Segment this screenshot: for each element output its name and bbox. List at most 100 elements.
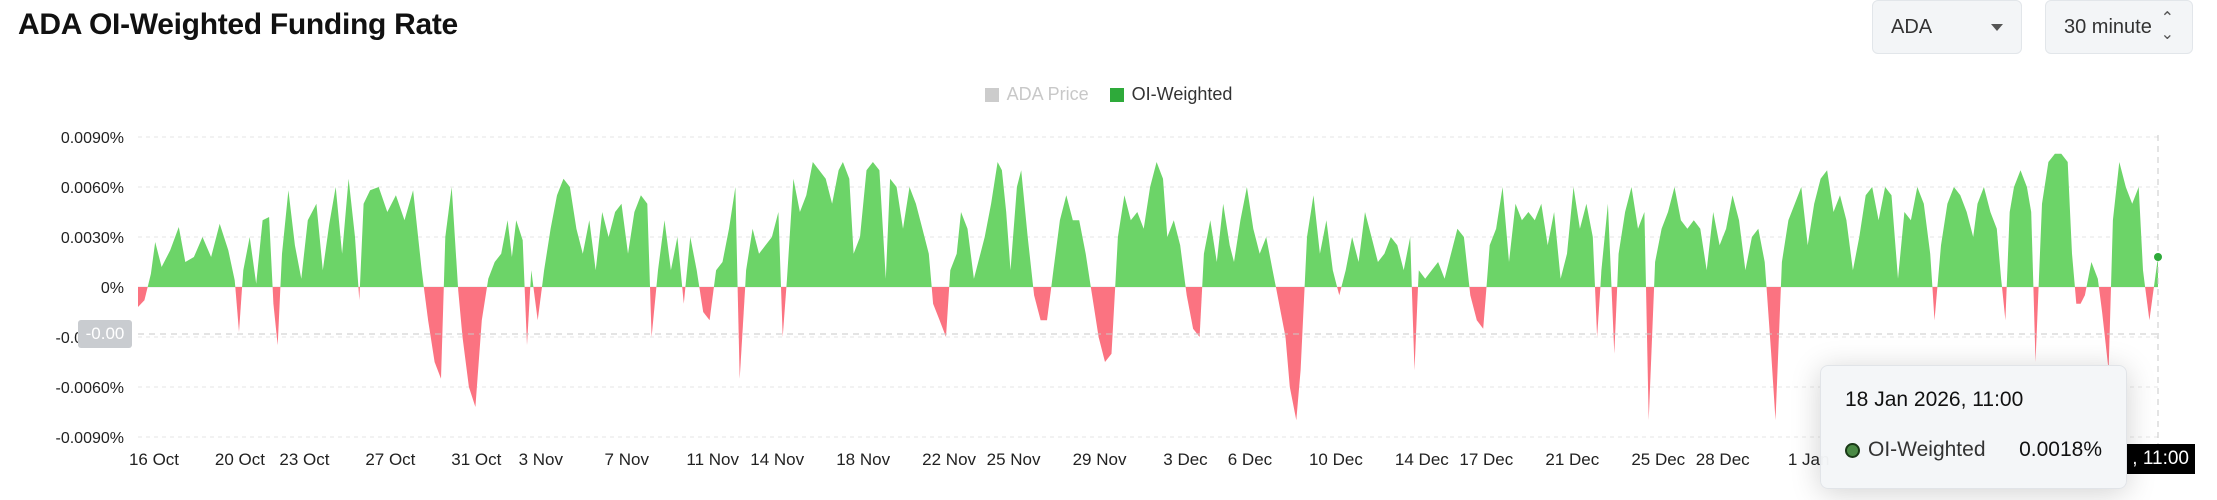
positive-area bbox=[1115, 162, 1186, 287]
positive-area bbox=[443, 187, 458, 287]
interval-select[interactable]: 30 minute ⌃ ⌄ bbox=[2045, 0, 2193, 54]
tooltip-date: 18 Jan 2026, 11:00 bbox=[1845, 388, 2024, 411]
negative-area bbox=[533, 287, 542, 321]
x-tick-label: 16 Oct bbox=[129, 450, 179, 469]
positive-area bbox=[1051, 195, 1091, 287]
x-tick-label: 3 Nov bbox=[519, 450, 564, 469]
positive-area bbox=[1418, 228, 1470, 287]
y-tick-label: 0% bbox=[101, 280, 124, 297]
x-tick-label: 18 Nov bbox=[836, 450, 890, 469]
negative-area bbox=[1275, 287, 1305, 421]
positive-area bbox=[242, 217, 273, 287]
x-tick-label: 22 Nov bbox=[922, 450, 976, 469]
negative-area bbox=[1766, 287, 1781, 421]
x-tick-label: 23 Oct bbox=[279, 450, 329, 469]
asset-select[interactable]: ADA bbox=[1872, 0, 2022, 54]
x-tick-label: 25 Dec bbox=[1631, 450, 1685, 469]
negative-area bbox=[1033, 287, 1052, 321]
x-tick-label: 27 Oct bbox=[365, 450, 415, 469]
x-tick-label: 1 Jan bbox=[1788, 450, 1830, 469]
positive-area bbox=[1486, 187, 1595, 287]
x-tick-label: 29 Nov bbox=[1073, 450, 1127, 469]
positive-area bbox=[1780, 170, 1933, 287]
y-tick-label: 0.0060% bbox=[61, 180, 124, 197]
positive-area bbox=[1600, 203, 1612, 287]
chevron-down-icon bbox=[1991, 23, 2003, 31]
chart-legend: ADA Price OI-Weighted bbox=[0, 84, 2217, 107]
x-tick-label: 25 Nov bbox=[987, 450, 1041, 469]
x-tick-label: 14 Dec bbox=[1395, 450, 1449, 469]
x-tick-label: 17 Dec bbox=[1459, 450, 1513, 469]
legend-swatch bbox=[1109, 87, 1124, 102]
chevron-up-down-icon: ⌃ ⌄ bbox=[2160, 10, 2174, 43]
negative-area bbox=[931, 287, 950, 337]
negative-area bbox=[524, 287, 531, 346]
negative-area bbox=[2145, 287, 2154, 321]
positive-area bbox=[2153, 257, 2158, 287]
tooltip-row: OI-Weighted 0.0018% bbox=[1845, 438, 2102, 462]
negative-area bbox=[682, 287, 686, 304]
positive-area bbox=[147, 223, 236, 287]
negative-area bbox=[1185, 287, 1203, 337]
series-dot-icon bbox=[1845, 442, 1860, 458]
positive-area bbox=[2086, 262, 2099, 287]
positive-area bbox=[786, 162, 932, 287]
negative-area bbox=[458, 287, 487, 407]
negative-area bbox=[138, 287, 148, 307]
negative-area bbox=[1932, 287, 1938, 321]
negative-area bbox=[423, 287, 444, 379]
positive-area bbox=[1654, 187, 1767, 287]
negative-area bbox=[235, 287, 243, 332]
positive-area bbox=[487, 220, 525, 287]
x-tick-label: 3 Dec bbox=[1163, 450, 1208, 469]
positive-area bbox=[1202, 187, 1276, 287]
positive-area bbox=[1341, 212, 1412, 287]
negative-area bbox=[1469, 287, 1487, 329]
negative-area bbox=[1595, 287, 1601, 337]
crosshair-x-label: , 11:00 bbox=[2127, 444, 2195, 474]
negative-area bbox=[781, 287, 787, 337]
page-title: ADA OI-Weighted Funding Rate bbox=[18, 8, 458, 41]
negative-area bbox=[1611, 287, 1618, 354]
tooltip-series-name: OI-Weighted bbox=[1868, 438, 1986, 461]
positive-area bbox=[1304, 195, 1338, 287]
positive-area bbox=[2006, 170, 2034, 287]
x-axis-ticks: 16 Oct 20 Oct 23 Oct 27 Oct 31 Oct 3 Nov 7 Nov… bbox=[129, 450, 1830, 469]
positive-area bbox=[2038, 153, 2075, 287]
x-tick-label: 28 Dec bbox=[1696, 450, 1750, 469]
x-tick-label: 6 Dec bbox=[1228, 450, 1273, 469]
negative-area bbox=[737, 287, 746, 379]
crosshair-y-label: -0.00 bbox=[78, 320, 132, 348]
negative-area bbox=[272, 287, 281, 346]
negative-area bbox=[2002, 287, 2007, 321]
x-tick-label: 11 Nov bbox=[686, 450, 739, 469]
x-tick-label: 7 Nov bbox=[605, 450, 650, 469]
positive-area bbox=[949, 162, 1034, 287]
x-tick-label: 21 Dec bbox=[1545, 450, 1599, 469]
legend-item-price[interactable]: ADA Price bbox=[984, 84, 1089, 105]
positive-area bbox=[530, 270, 534, 287]
positive-area bbox=[359, 187, 424, 287]
y-tick-label: -0.0090% bbox=[56, 430, 125, 447]
negative-area bbox=[2033, 287, 2039, 362]
legend-label: OI-Weighted bbox=[1131, 84, 1233, 104]
legend-item-oi-weighted[interactable]: OI-Weighted bbox=[1109, 84, 1233, 105]
tooltip-value: 0.0018% bbox=[2019, 438, 2102, 461]
positive-area bbox=[656, 220, 683, 287]
y-axis-ticks: 0.0090%0.0060%0.0030%0%-0.0030%-0.0060%-… bbox=[56, 130, 125, 447]
negative-area bbox=[2074, 287, 2087, 304]
y-tick-label: 0.0030% bbox=[61, 230, 124, 247]
y-tick-label: -0.0060% bbox=[56, 380, 125, 397]
negative-area bbox=[1646, 287, 1655, 421]
negative-area bbox=[1090, 287, 1116, 362]
positive-area bbox=[280, 178, 359, 287]
legend-swatch bbox=[984, 87, 999, 102]
area-series bbox=[138, 153, 2158, 421]
negative-area bbox=[358, 287, 360, 301]
x-tick-label: 10 Dec bbox=[1309, 450, 1363, 469]
positive-area bbox=[745, 212, 781, 287]
positive-area bbox=[713, 187, 738, 287]
x-tick-label: 14 Nov bbox=[750, 450, 804, 469]
negative-area bbox=[650, 287, 657, 337]
